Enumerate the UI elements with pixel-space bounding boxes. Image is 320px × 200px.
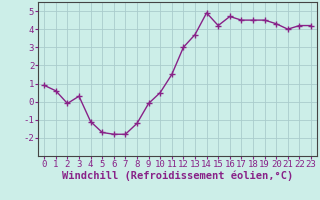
X-axis label: Windchill (Refroidissement éolien,°C): Windchill (Refroidissement éolien,°C) (62, 171, 293, 181)
